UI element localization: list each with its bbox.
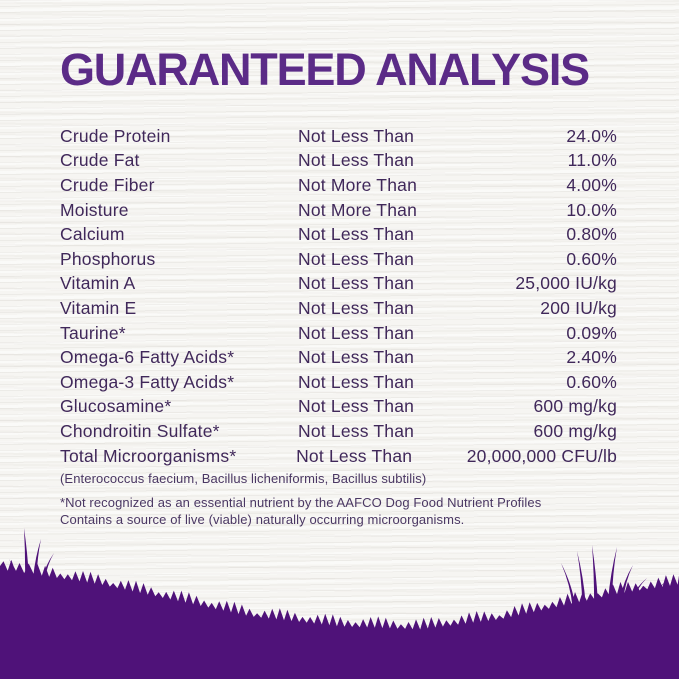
nutrient-name: Omega-6 Fatty Acids* bbox=[60, 347, 235, 368]
nutrient-condition: Not Less Than bbox=[298, 371, 415, 392]
analysis-table: Crude Protein Not Less Than 24.0% Crude … bbox=[60, 124, 617, 468]
nutrient-condition: Not Less Than bbox=[298, 347, 415, 368]
nutrient-value: 25,000 IU/kg bbox=[515, 273, 617, 294]
nutrient-value: 4.00% bbox=[566, 174, 617, 195]
nutrient-value: 24.0% bbox=[566, 125, 617, 146]
nutrient-condition: Not Less Than bbox=[298, 396, 415, 417]
footnotes: *Not recognized as an essential nutrient… bbox=[60, 495, 580, 528]
table-row: Vitamin E Not Less Than 200 IU/kg bbox=[60, 296, 617, 321]
nutrient-condition: Not Less Than bbox=[296, 445, 413, 466]
nutrient-condition: Not Less Than bbox=[298, 322, 415, 343]
nutrient-name: Omega-3 Fatty Acids* bbox=[60, 371, 235, 392]
table-row: Crude Protein Not Less Than 24.0% bbox=[60, 124, 617, 149]
nutrient-condition: Not Less Than bbox=[298, 297, 415, 318]
nutrient-condition: Not Less Than bbox=[298, 420, 415, 441]
footnote-live-microorganisms: Contains a source of live (viable) natur… bbox=[60, 511, 465, 527]
nutrient-value: 20,000,000 CFU/lb bbox=[466, 445, 617, 466]
table-row: Glucosamine* Not Less Than 600 mg/kg bbox=[60, 395, 617, 420]
nutrient-value: 0.80% bbox=[566, 224, 617, 245]
nutrient-value: 0.60% bbox=[566, 371, 617, 392]
nutrient-value: 200 IU/kg bbox=[540, 297, 617, 318]
nutrient-value: 10.0% bbox=[566, 199, 617, 220]
nutrient-name: Glucosamine* bbox=[60, 396, 172, 417]
nutrient-condition: Not Less Than bbox=[298, 273, 415, 294]
nutrient-value: 600 mg/kg bbox=[533, 396, 617, 417]
nutrient-condition: Not Less Than bbox=[298, 150, 415, 171]
nutrient-name: Calcium bbox=[60, 224, 125, 245]
nutrient-value: 600 mg/kg bbox=[533, 420, 617, 441]
table-row: Phosphorus Not Less Than 0.60% bbox=[60, 247, 617, 272]
nutrient-name: Chondroitin Sulfate* bbox=[60, 420, 220, 441]
nutrient-condition: Not Less Than bbox=[298, 224, 415, 245]
table-row: Omega-3 Fatty Acids* Not Less Than 0.60% bbox=[60, 370, 617, 395]
nutrient-name: Taurine* bbox=[60, 322, 126, 343]
nutrient-condition: Not Less Than bbox=[298, 248, 415, 269]
nutrient-name: Crude Fiber bbox=[60, 174, 155, 195]
footnote-aafco: *Not recognized as an essential nutrient… bbox=[60, 495, 542, 511]
table-row: Crude Fat Not Less Than 11.0% bbox=[60, 149, 617, 174]
nutrient-name: Total Microorganisms* bbox=[60, 445, 237, 466]
table-row: Crude Fiber Not More Than 4.00% bbox=[60, 173, 617, 198]
nutrient-name: Vitamin E bbox=[60, 297, 137, 318]
nutrient-name: Moisture bbox=[60, 199, 129, 220]
nutrient-name: Crude Protein bbox=[60, 125, 171, 146]
nutrient-name: Crude Fat bbox=[60, 150, 140, 171]
table-row: Chondroitin Sulfate* Not Less Than 600 m… bbox=[60, 419, 617, 444]
table-row: Vitamin A Not Less Than 25,000 IU/kg bbox=[60, 272, 617, 297]
table-row: Omega-6 Fatty Acids* Not Less Than 2.40% bbox=[60, 345, 617, 370]
nutrient-value: 11.0% bbox=[567, 150, 617, 171]
nutrient-value: 2.40% bbox=[566, 347, 617, 368]
nutrient-value: 0.60% bbox=[566, 248, 617, 269]
table-row: Calcium Not Less Than 0.80% bbox=[60, 222, 617, 247]
nutrient-condition: Not Less Than bbox=[298, 125, 415, 146]
grass-hill-silhouette bbox=[0, 528, 679, 679]
nutrient-name: Phosphorus bbox=[60, 248, 156, 269]
label-content: GUARANTEED ANALYSIS Crude Protein Not Le… bbox=[60, 46, 617, 528]
nutrient-name: Vitamin A bbox=[60, 273, 136, 294]
nutrient-condition: Not More Than bbox=[298, 174, 417, 195]
nutrient-value: 0.09% bbox=[566, 322, 617, 343]
page-title: GUARANTEED ANALYSIS bbox=[60, 44, 590, 95]
nutrient-condition: Not More Than bbox=[298, 199, 417, 220]
microorganisms-detail: (Enterococcus faecium, Bacillus lichenif… bbox=[60, 471, 427, 487]
table-row: Taurine* Not Less Than 0.09% bbox=[60, 321, 617, 346]
table-row: Moisture Not More Than 10.0% bbox=[60, 198, 617, 223]
table-row: Total Microorganisms* Not Less Than 20,0… bbox=[60, 444, 617, 469]
